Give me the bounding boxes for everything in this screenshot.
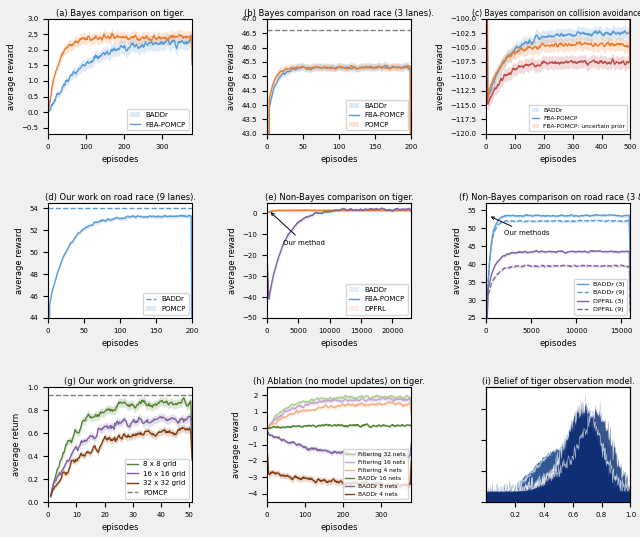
X-axis label: episodes: episodes (101, 524, 139, 532)
Legend: BADDr, POMCP: BADDr, POMCP (143, 294, 189, 315)
X-axis label: episodes: episodes (321, 339, 358, 349)
Title: (a) Bayes comparison on tiger.: (a) Bayes comparison on tiger. (56, 9, 184, 18)
Text: Our method: Our method (271, 213, 324, 246)
Y-axis label: average reward: average reward (436, 43, 445, 110)
Legend: BADDr, FBA-POMCP, FBA-POMCP: uncertain prior: BADDr, FBA-POMCP, FBA-POMCP: uncertain p… (529, 105, 627, 131)
Text: Our methods: Our methods (492, 217, 550, 236)
Y-axis label: average reward: average reward (7, 43, 16, 110)
Title: (g) Our work on gridverse.: (g) Our work on gridverse. (65, 378, 176, 386)
Legend: Filtering 32 nets, Filtering 16 nets, Filtering 4 nets, BADDr 16 nets, BADDr 8 n: Filtering 32 nets, Filtering 16 nets, Fi… (342, 449, 408, 499)
X-axis label: episodes: episodes (321, 524, 358, 532)
Y-axis label: average reward: average reward (227, 43, 236, 110)
Legend: 8 x 8 grid, 16 x 16 grid, 32 x 32 grid, POMCP: 8 x 8 grid, 16 x 16 grid, 32 x 32 grid, … (125, 459, 189, 499)
Y-axis label: average return: average return (12, 413, 22, 476)
Title: (d) Our work on road race (9 lanes).: (d) Our work on road race (9 lanes). (45, 193, 196, 202)
Title: (c) Bayes comparison on collision avoidance.: (c) Bayes comparison on collision avoida… (472, 9, 640, 18)
Y-axis label: average reward: average reward (453, 227, 462, 294)
X-axis label: episodes: episodes (540, 339, 577, 349)
Title: (i) Belief of tiger observation model.: (i) Belief of tiger observation model. (482, 378, 635, 386)
Title: (e) Non-Bayes comparison on tiger.: (e) Non-Bayes comparison on tiger. (265, 193, 413, 202)
Y-axis label: average reward: average reward (15, 227, 24, 294)
X-axis label: episodes: episodes (101, 155, 139, 164)
Y-axis label: average reward: average reward (232, 411, 241, 478)
X-axis label: episodes: episodes (321, 155, 358, 164)
Title: (b) Bayes comparison on road race (3 lanes).: (b) Bayes comparison on road race (3 lan… (244, 9, 434, 18)
Legend: BADDr (3), BADDr (9), DPFRL (3), DPFRL (9): BADDr (3), BADDr (9), DPFRL (3), DPFRL (… (575, 279, 627, 315)
Y-axis label: average reward: average reward (228, 227, 237, 294)
Legend: BADDr, FBA-POMCP, DPFRL: BADDr, FBA-POMCP, DPFRL (346, 284, 408, 315)
Legend: BADDr, FBA-POMCP, POMCP: BADDr, FBA-POMCP, POMCP (346, 100, 408, 130)
Legend: BADDr, FBA-POMCP: BADDr, FBA-POMCP (127, 110, 189, 130)
Title: (h) Ablation (no model updates) on tiger.: (h) Ablation (no model updates) on tiger… (253, 378, 425, 386)
X-axis label: episodes: episodes (540, 155, 577, 164)
X-axis label: episodes: episodes (101, 339, 139, 349)
Title: (f) Non-Bayes comparison on road race (3 & 9).: (f) Non-Bayes comparison on road race (3… (459, 193, 640, 202)
